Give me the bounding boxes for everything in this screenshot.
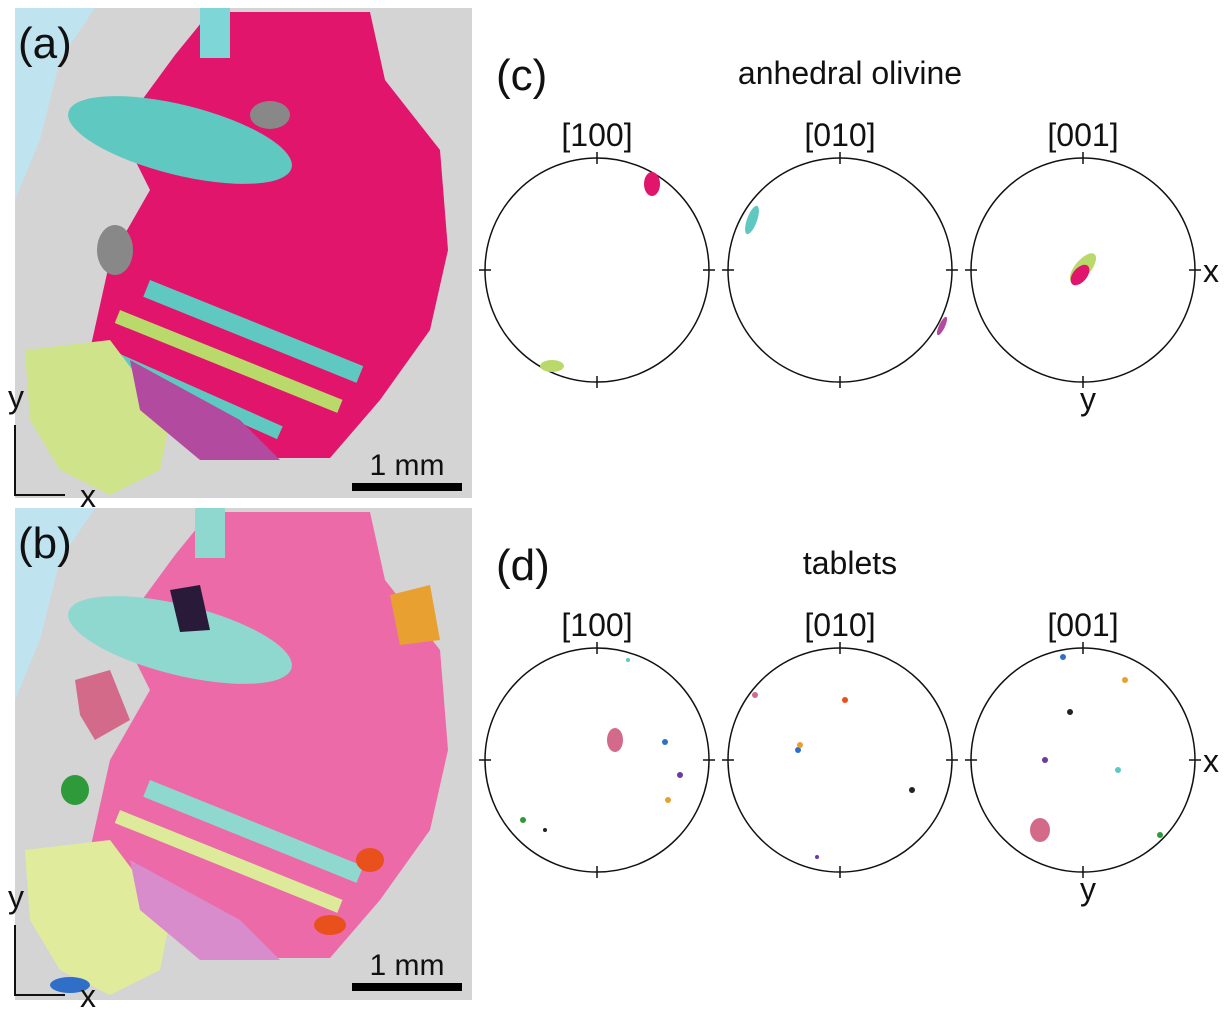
pole-point [626, 658, 630, 662]
panel-label: (c) [496, 51, 547, 100]
pole-point [543, 828, 547, 832]
pole-point [909, 787, 915, 793]
pole-point [815, 855, 819, 859]
figure: (a) y x 1 mm (b) y x 1 mm (c) anhedral olivine [10… [0, 0, 1226, 1012]
pole-header: [010] [804, 117, 875, 153]
grain-cyan [195, 508, 225, 558]
scale-bar-label: 1 mm [370, 449, 445, 482]
pole-header: [001] [1047, 607, 1118, 643]
pole-header: [001] [1047, 117, 1118, 153]
axis-label: x [1203, 743, 1219, 779]
map-a [15, 8, 472, 498]
pole-point [1060, 654, 1066, 660]
pole-cluster [540, 360, 564, 372]
axis-label: y [1080, 381, 1096, 417]
pole-point [842, 697, 848, 703]
axis-label: x [80, 978, 96, 1012]
pole-header: [100] [561, 607, 632, 643]
pole-circle [485, 158, 709, 382]
pole-circle [971, 648, 1195, 872]
pole-point [1067, 709, 1073, 715]
pole-cluster [1030, 818, 1050, 842]
panel-title: anhedral olivine [738, 55, 962, 91]
pole-point [1115, 767, 1121, 773]
pole-circle [728, 648, 952, 872]
panel-label: (d) [496, 541, 550, 590]
panel-label: (a) [18, 19, 72, 68]
map-b [15, 508, 472, 1000]
axis-label: y [1080, 871, 1096, 907]
pole-point [1042, 757, 1048, 763]
pole-cluster [644, 172, 660, 196]
pole-point [797, 742, 803, 748]
pole-cluster [742, 204, 762, 236]
pole-point [520, 817, 526, 823]
pole-point [1122, 677, 1128, 683]
grain-gray [97, 225, 133, 275]
pole-cluster [607, 728, 623, 752]
pole-points [520, 172, 1163, 859]
grain-gray [250, 101, 290, 129]
pole-point [665, 797, 671, 803]
axis-label: x [80, 478, 96, 514]
grain-red [314, 915, 346, 935]
scale-bar-label: 1 mm [370, 949, 445, 982]
panel-title: tablets [803, 545, 897, 581]
grain-red [356, 848, 384, 872]
pole-point [677, 772, 683, 778]
pole-circle [485, 648, 709, 872]
pole-header: [100] [561, 117, 632, 153]
grain-cyan [200, 8, 230, 58]
pole-header: [010] [804, 607, 875, 643]
panel-label: (b) [18, 519, 72, 568]
axis-label: y [8, 879, 24, 915]
pole-point [752, 692, 758, 698]
axis-label: x [1203, 253, 1219, 289]
grain-green-dark [61, 775, 89, 805]
pole-point [662, 739, 668, 745]
pole-point [1157, 832, 1163, 838]
pole-circle [728, 158, 952, 382]
axis-label: y [8, 379, 24, 415]
